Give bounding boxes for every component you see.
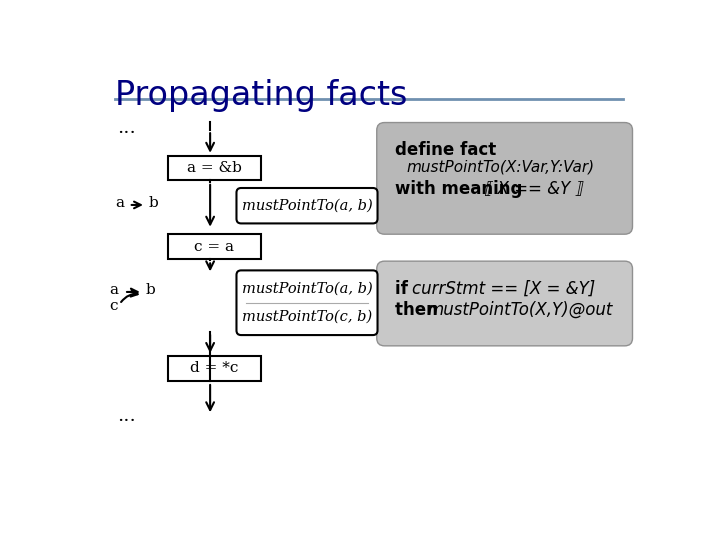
Text: mustPointTo(c, b): mustPointTo(c, b) (242, 309, 372, 323)
Text: ⟦ X == &Y ⟧: ⟦ X == &Y ⟧ (485, 179, 584, 198)
Text: then: then (395, 301, 450, 319)
Text: mustPointTo(X,Y)@out: mustPointTo(X,Y)@out (428, 301, 613, 319)
Text: Propagating facts: Propagating facts (114, 79, 408, 112)
Text: mustPointTo(a, b): mustPointTo(a, b) (242, 199, 372, 213)
FancyBboxPatch shape (236, 271, 377, 335)
Text: a: a (109, 284, 118, 298)
Text: ...: ... (117, 119, 136, 137)
Text: ...: ... (117, 408, 136, 426)
FancyBboxPatch shape (168, 156, 261, 180)
Text: b: b (145, 284, 156, 298)
Text: with meaning: with meaning (395, 179, 528, 198)
FancyBboxPatch shape (168, 234, 261, 259)
FancyBboxPatch shape (377, 123, 632, 234)
Text: c: c (109, 299, 118, 313)
Text: mustPointTo(X:Var,Y:Var): mustPointTo(X:Var,Y:Var) (406, 159, 594, 174)
FancyBboxPatch shape (168, 356, 261, 381)
Text: a = &b: a = &b (186, 161, 241, 175)
Text: if: if (395, 280, 420, 298)
Text: c = a: c = a (194, 240, 234, 253)
Text: b: b (149, 197, 158, 211)
Text: define fact: define fact (395, 141, 497, 159)
Text: d = *c: d = *c (190, 361, 238, 375)
Text: currStmt == [X = &Y]: currStmt == [X = &Y] (413, 280, 595, 298)
FancyBboxPatch shape (377, 261, 632, 346)
Text: mustPointTo(a, b): mustPointTo(a, b) (242, 282, 372, 296)
FancyBboxPatch shape (236, 188, 377, 224)
Text: a: a (114, 197, 124, 211)
